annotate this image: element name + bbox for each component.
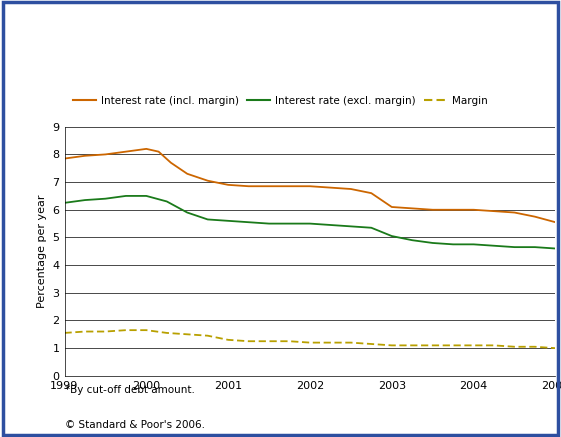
Legend: Interest rate (incl. margin), Interest rate (excl. margin), Margin: Interest rate (incl. margin), Interest r… xyxy=(68,91,493,110)
Text: Margin*: Margin* xyxy=(11,52,64,64)
Text: *By cut-off debt amount.: *By cut-off debt amount. xyxy=(65,385,195,395)
Text: © Standard & Poor's 2006.: © Standard & Poor's 2006. xyxy=(65,420,205,430)
Text: Chart 1: Weighted-Average Interest Rate, Interest Rate Before Margin, and Loan: Chart 1: Weighted-Average Interest Rate,… xyxy=(11,17,549,29)
Y-axis label: Percentage per year: Percentage per year xyxy=(37,194,47,308)
